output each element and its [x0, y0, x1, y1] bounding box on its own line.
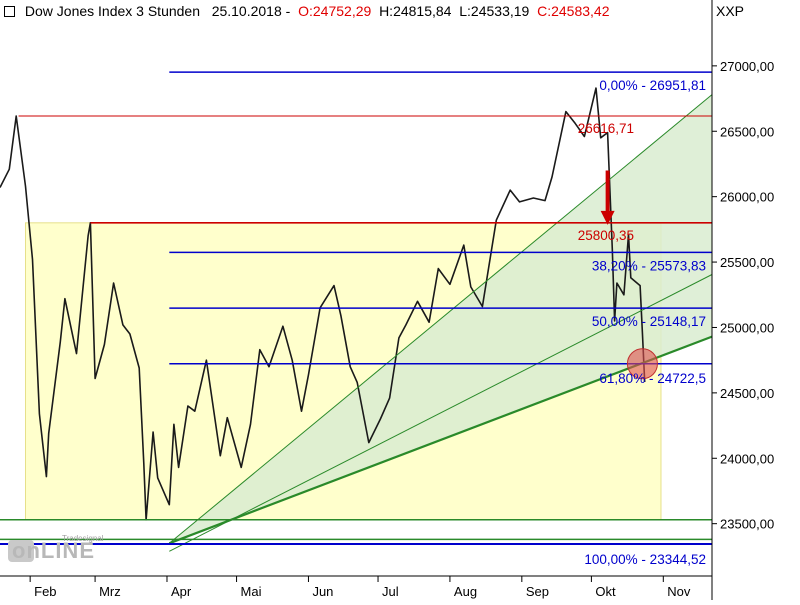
- y-tick-label: 27000,00: [720, 59, 774, 74]
- tradesignal-logo: onLINE Tradesignal: [8, 534, 106, 566]
- highlight-marker-circle: [626, 348, 658, 380]
- chart-header: Dow Jones Index 3 Stunden 25.10.2018 - O…: [4, 3, 610, 19]
- header-date: 25.10.2018: [211, 3, 282, 19]
- resistance-level-label: 26616,71: [578, 121, 634, 136]
- instrument-title: Dow Jones Index 3 Stunden: [24, 3, 201, 19]
- price-series-line: [0, 87, 646, 521]
- logo-main-text: onLINE: [12, 538, 95, 563]
- fib-level-label: 100,00% - 23344,52: [584, 552, 706, 567]
- logo-badge-icon: [8, 540, 34, 562]
- channel-inner-line: [169, 274, 713, 552]
- y-tick-label: 24500,00: [720, 386, 774, 401]
- fib-level-label: 0,00% - 26951,81: [599, 78, 706, 93]
- x-tick-label: Mrz: [99, 584, 121, 599]
- down-arrow-head: [600, 210, 615, 225]
- y-tick-label: 23500,00: [720, 517, 774, 532]
- y-tick-label: 26500,00: [720, 124, 774, 139]
- fib-level-label: 50,00% - 25148,17: [592, 314, 706, 329]
- x-tick-label: Apr: [171, 584, 192, 599]
- y-tick-label: 26000,00: [720, 190, 774, 205]
- x-tick-label: Sep: [526, 584, 549, 599]
- x-tick-label: Okt: [595, 584, 616, 599]
- logo-small-text: Tradesignal: [62, 534, 104, 543]
- fib-level-label: 61,80% - 24722,5: [599, 371, 706, 386]
- resistance-level-label: 25800,35: [578, 228, 634, 243]
- y-tick-label: 25000,00: [720, 320, 774, 335]
- currency-label: XXP: [716, 3, 745, 19]
- close-value: C:24583,42: [537, 3, 610, 19]
- y-tick-label: 25500,00: [720, 255, 774, 270]
- fib-level-label: 38,20% - 25573,83: [592, 258, 706, 273]
- open-value: O:24752,29: [298, 3, 372, 19]
- channel-upper-line: [168, 94, 713, 544]
- x-tick-label: Jul: [382, 584, 399, 599]
- x-tick-label: Aug: [454, 584, 477, 599]
- low-value: L:24533,19: [459, 3, 530, 19]
- channel-lower-line: [168, 335, 713, 545]
- x-tick-label: Mai: [241, 584, 262, 599]
- collapse-toggle-icon[interactable]: [4, 6, 15, 17]
- y-tick-label: 24000,00: [720, 451, 774, 466]
- x-tick-label: Feb: [34, 584, 56, 599]
- x-tick-label: Jun: [312, 584, 333, 599]
- high-value: H:24815,84: [379, 3, 452, 19]
- x-tick-label: Nov: [667, 584, 691, 599]
